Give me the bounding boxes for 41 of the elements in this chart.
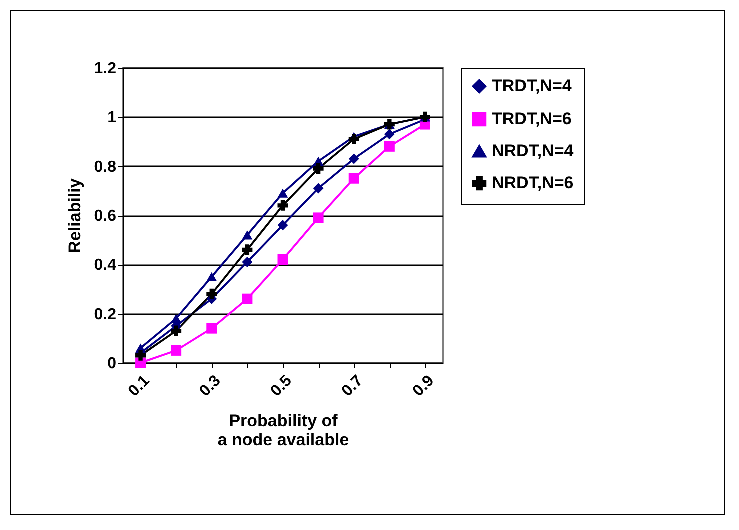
point xyxy=(348,154,360,164)
y-tick-label: 0.4 xyxy=(94,257,117,274)
point xyxy=(242,244,253,256)
legend-label: NRDT,N=6 xyxy=(492,174,574,192)
point xyxy=(278,254,288,265)
point xyxy=(348,173,360,184)
point xyxy=(313,164,324,174)
legend-label: TRDT,N=4 xyxy=(492,76,572,96)
point xyxy=(242,230,253,240)
y-tick-label: 1.2 xyxy=(94,60,117,78)
x-axis-title: Probability of a node available xyxy=(218,412,350,450)
x-tick-label: 0.7 xyxy=(338,372,367,400)
x-tick-label: 0.5 xyxy=(268,372,296,400)
x-tick-label: 0.3 xyxy=(196,372,224,400)
point xyxy=(313,212,324,224)
point xyxy=(384,129,395,140)
point xyxy=(171,326,182,336)
point xyxy=(171,314,182,324)
y-axis-title: Reliabiliy xyxy=(65,178,84,254)
y-tick-label: 0.2 xyxy=(94,306,117,324)
point xyxy=(242,256,253,268)
point xyxy=(206,288,218,300)
legend-label: NRDT,N=4 xyxy=(492,142,574,160)
point xyxy=(278,220,288,231)
point xyxy=(313,183,324,194)
point xyxy=(278,188,288,198)
point xyxy=(242,294,253,304)
point xyxy=(278,200,288,211)
x-tick-label: 0.1 xyxy=(126,372,154,400)
point xyxy=(384,141,395,152)
point xyxy=(206,323,218,334)
point xyxy=(206,272,218,282)
legend-label: TRDT,N=6 xyxy=(492,110,572,128)
y-tick-label: 0.8 xyxy=(94,158,117,176)
point xyxy=(171,345,182,356)
x-tick-label: 0.9 xyxy=(410,372,438,400)
y-tick-label: 1 xyxy=(108,110,117,127)
y-tick-label: 0.6 xyxy=(94,208,117,225)
y-tick-label: 0 xyxy=(108,356,117,372)
point xyxy=(136,350,146,361)
point xyxy=(348,134,360,145)
